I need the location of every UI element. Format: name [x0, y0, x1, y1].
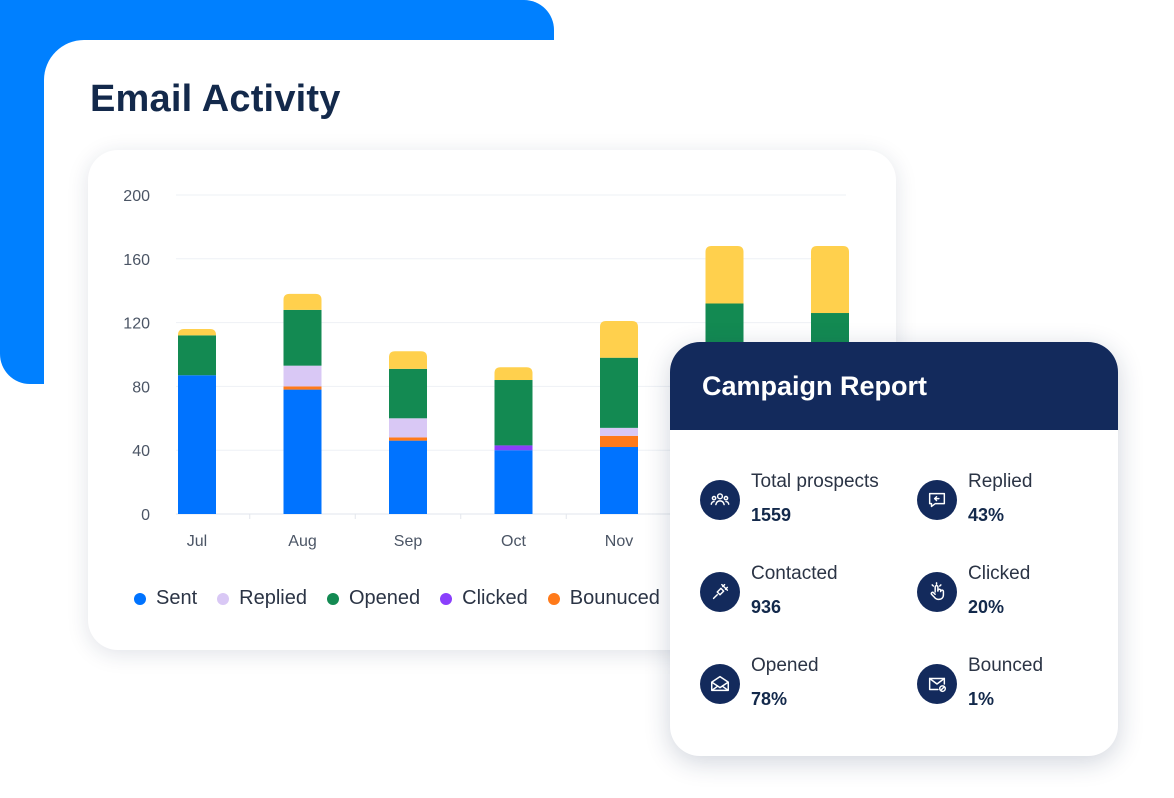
legend-dot — [134, 592, 146, 605]
bar-segment — [494, 445, 533, 451]
x-tick-label: Oct — [501, 533, 526, 550]
legend-dot — [326, 592, 339, 605]
stat-label: Contacted — [751, 563, 838, 584]
stat-label: Replied — [968, 471, 1033, 492]
y-tick-label: 200 — [123, 188, 150, 205]
stat-label: Opened — [751, 655, 819, 676]
stat-label: Bounced — [968, 655, 1044, 676]
bar-segment — [811, 246, 849, 314]
bar-segment — [494, 450, 533, 514]
campaign-report-card: Campaign Report Total prospects 1559 Rep… — [670, 342, 1118, 756]
legend-label: Opened — [348, 587, 421, 609]
bar-segment — [283, 389, 322, 514]
legend-item: Replied — [217, 587, 307, 610]
y-tick-label: 80 — [132, 379, 150, 396]
bar-segment — [283, 386, 322, 390]
page-title: Email Activity — [90, 78, 341, 120]
users-icon — [700, 480, 740, 520]
x-tick-label: Aug — [288, 533, 316, 550]
legend-item: Sent — [134, 587, 197, 610]
campaign-report-header: Campaign Report — [670, 342, 1118, 430]
campaign-report-title: Campaign Report — [702, 370, 928, 401]
bar-segment — [600, 321, 638, 358]
envelope-blocked-icon — [917, 664, 957, 704]
stat-value: 43% — [968, 505, 1005, 525]
legend-item: Bounuced — [547, 587, 660, 610]
y-tick-label: 40 — [132, 443, 150, 460]
bar-segment — [600, 435, 638, 448]
bar-segment — [283, 309, 322, 366]
legend-item: Opened — [326, 587, 421, 610]
legend-label: Sent — [156, 587, 198, 609]
bar-segment — [389, 368, 427, 419]
bar-segment — [389, 440, 427, 514]
bar-segment — [600, 447, 638, 514]
stat-value: 936 — [751, 597, 782, 617]
envelope-open-icon — [700, 664, 740, 704]
legend-dot — [217, 592, 230, 605]
legend-label: Replied — [239, 587, 307, 609]
stat-value: 1% — [968, 689, 995, 709]
bar-segment — [389, 437, 427, 441]
bar-segment — [389, 418, 427, 438]
legend-dot — [547, 592, 560, 605]
stat-value: 1559 — [751, 505, 792, 525]
bar-segment — [178, 335, 216, 376]
stat-label: Clicked — [968, 563, 1031, 584]
bar-segment — [494, 380, 533, 446]
y-tick-label: 120 — [123, 316, 150, 333]
x-tick-label: Sep — [394, 533, 423, 550]
chart-legend: Sent Replied Opened Clicked Bounuced — [134, 587, 660, 610]
bar-segment — [178, 375, 216, 514]
bar-segment — [494, 367, 533, 381]
stat-label: Total prospects — [751, 471, 879, 492]
stat-value: 78% — [751, 689, 788, 709]
bar-segment — [389, 351, 427, 369]
stat-value: 20% — [968, 597, 1005, 617]
x-tick-label: Jul — [187, 533, 207, 550]
y-tick-label: 0 — [141, 507, 150, 524]
legend-label: Clicked — [462, 587, 528, 609]
bar-segment — [283, 365, 322, 387]
plug-icon — [700, 572, 740, 612]
y-tick-label: 160 — [123, 252, 150, 269]
bar-segment — [600, 427, 638, 436]
legend-item: Clicked — [440, 587, 528, 610]
legend-label: Bounuced — [569, 587, 660, 609]
pointer-hand-icon — [917, 572, 957, 612]
bar-segment — [178, 328, 216, 336]
bar-segment — [600, 357, 638, 428]
legend-dot — [440, 592, 453, 605]
reply-chat-icon — [917, 480, 957, 520]
bar-segment — [705, 246, 744, 304]
bar-segment — [283, 293, 322, 310]
x-tick-label: Nov — [605, 533, 633, 550]
